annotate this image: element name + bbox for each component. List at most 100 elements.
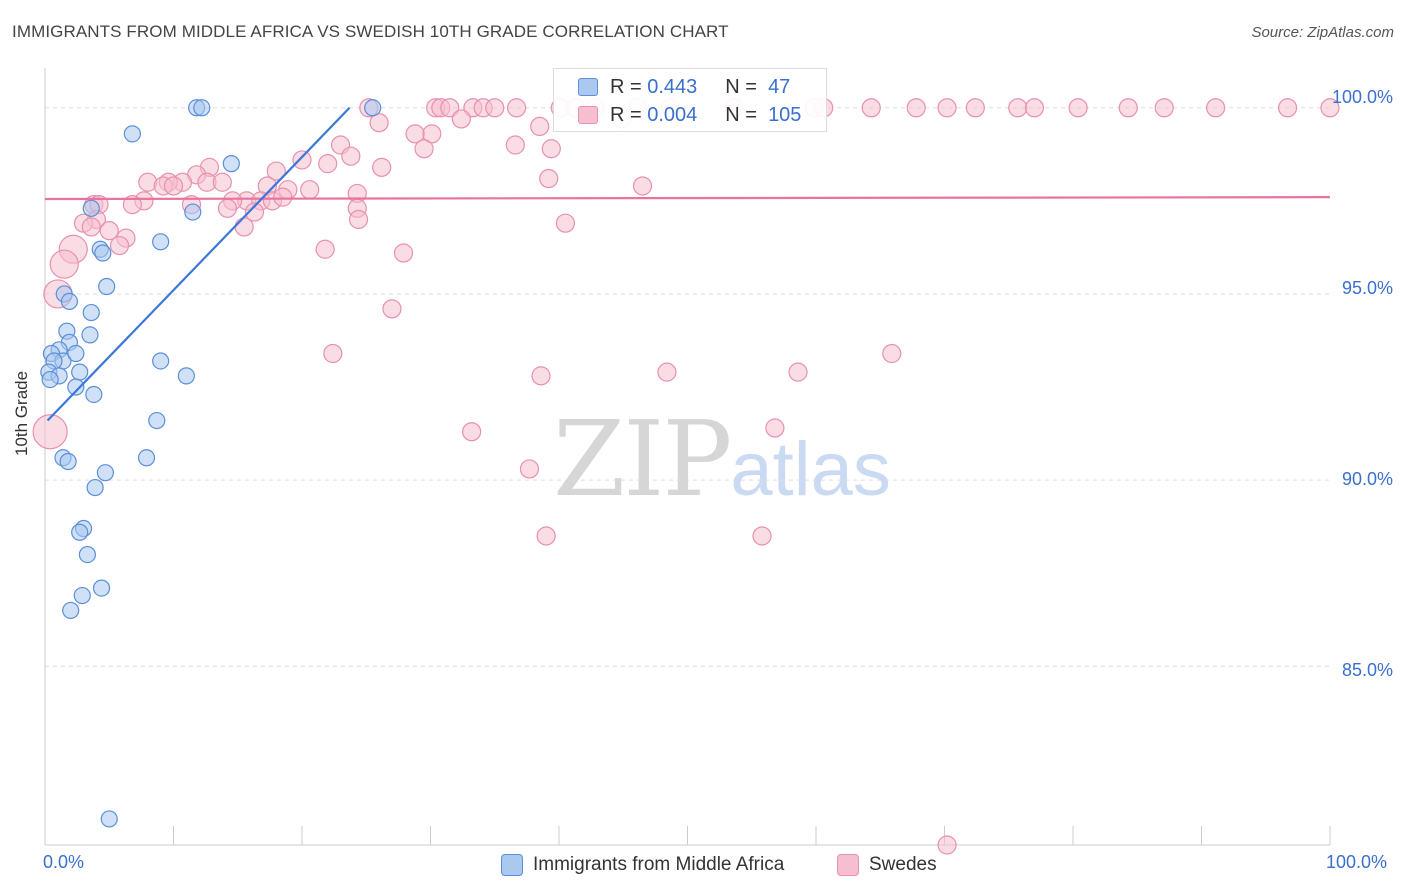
- swedes-point: [273, 187, 293, 207]
- swedes-point: [292, 150, 312, 170]
- swedes-point: [49, 249, 79, 279]
- immigrants-point: [85, 385, 103, 404]
- swedes-point: [1154, 98, 1174, 118]
- immigrants-point: [82, 303, 100, 322]
- immigrants-point: [67, 344, 85, 363]
- swedes-point: [405, 124, 425, 144]
- immigrants-point: [222, 155, 240, 173]
- immigrants-point: [67, 378, 85, 396]
- watermark: ZIPatlas: [553, 398, 891, 520]
- swedes-point: [217, 198, 238, 218]
- stats-legend-row-pink: R = 0.004 N = 105: [554, 101, 801, 129]
- legend-item-swedes: Swedes: [837, 852, 937, 878]
- swedes-point: [530, 116, 550, 137]
- y-tick-95: 95.0%: [1341, 278, 1393, 298]
- immigrants-point: [98, 277, 116, 296]
- swedes-point: [234, 217, 254, 237]
- swedes-point: [315, 239, 335, 259]
- swedes-point: [212, 172, 232, 192]
- source-label: Source: ZipAtlas.com: [1251, 24, 1394, 41]
- immigrants-point: [96, 464, 114, 482]
- immigrants-point: [152, 233, 170, 251]
- immigrants-trend-line: [46, 107, 351, 422]
- swedes-point: [1277, 98, 1298, 118]
- swedes-point: [765, 418, 785, 438]
- y-tick-100: 100.0%: [1331, 87, 1393, 107]
- swedes-point: [393, 243, 414, 263]
- swedes-point: [906, 98, 926, 118]
- n-value: 47: [768, 75, 791, 98]
- y-tick-85: 85.0%: [1341, 660, 1393, 680]
- swedes-point: [109, 235, 130, 256]
- swedes-point: [1118, 98, 1138, 118]
- immigrants-point: [92, 579, 111, 597]
- y-tick-90: 90.0%: [1341, 469, 1393, 489]
- stats-legend-row-blue: R = 0.443 N = 47: [554, 73, 790, 101]
- swedes-point: [462, 422, 482, 442]
- swedes-point: [632, 176, 653, 196]
- immigrants-point: [71, 363, 89, 381]
- immigrants-point: [62, 601, 80, 620]
- swedes-trend-line: [44, 196, 1331, 201]
- swedes-point: [440, 98, 460, 118]
- immigrants-point: [73, 586, 91, 605]
- immigrants-point: [193, 99, 211, 117]
- legend-label-swedes: Swedes: [869, 854, 937, 875]
- immigrants-point: [82, 199, 100, 217]
- legend-swatch-blue: [501, 854, 523, 876]
- swedes-point: [372, 157, 392, 177]
- r-value: 0.443: [647, 75, 698, 98]
- immigrants-point: [100, 810, 118, 828]
- immigrants-point: [148, 411, 166, 430]
- swedes-point: [1206, 98, 1226, 118]
- swedes-point: [163, 176, 184, 196]
- swedes-point: [244, 202, 265, 222]
- stats-legend: R = 0.443 N = 47 R = 0.004 N = 105: [553, 68, 827, 132]
- swedes-point: [531, 366, 551, 386]
- swedes-point: [937, 835, 957, 855]
- swedes-point: [752, 526, 772, 546]
- immigrants-point: [184, 203, 202, 221]
- swedes-point: [788, 362, 808, 382]
- n-value: 105: [768, 103, 802, 126]
- swedes-point: [369, 113, 389, 133]
- swedes-point: [1320, 98, 1340, 118]
- r-label: R =: [610, 75, 642, 98]
- watermark-zip: ZIP: [553, 398, 732, 520]
- r-label: R =: [610, 103, 642, 126]
- swedes-point: [506, 98, 527, 118]
- blue-swatch: [578, 78, 598, 96]
- immigrants-point: [123, 125, 141, 143]
- immigrants-point: [137, 449, 156, 467]
- swedes-point: [382, 299, 402, 319]
- swedes-point: [323, 343, 343, 364]
- swedes-point: [882, 343, 902, 364]
- swedes-point: [266, 161, 286, 181]
- swedes-point: [505, 135, 525, 155]
- swedes-point: [1024, 98, 1045, 118]
- immigrants-point: [78, 545, 97, 564]
- immigrants-point: [81, 326, 99, 344]
- swedes-point: [99, 221, 119, 241]
- immigrants-point: [152, 352, 170, 370]
- swedes-point: [1008, 98, 1028, 118]
- immigrants-point: [41, 370, 59, 389]
- swedes-point: [861, 98, 881, 118]
- swedes-point: [122, 194, 142, 215]
- swedes-point: [539, 168, 559, 189]
- immigrants-point: [94, 244, 112, 262]
- swedes-point: [519, 459, 540, 479]
- y-axis-label: 10th Grade: [12, 370, 31, 456]
- n-label: N =: [725, 103, 757, 126]
- immigrants-point: [177, 367, 195, 385]
- swedes-point: [414, 139, 434, 159]
- immigrants-point: [364, 99, 382, 117]
- swedes-point: [965, 98, 985, 118]
- swedes-point: [536, 526, 556, 546]
- swedes-point: [451, 109, 471, 129]
- chart-title: IMMIGRANTS FROM MIDDLE AFRICA VS SWEDISH…: [12, 22, 729, 41]
- r-value: 0.004: [647, 103, 698, 126]
- swedes-point: [555, 213, 576, 233]
- immigrants-point: [59, 452, 77, 471]
